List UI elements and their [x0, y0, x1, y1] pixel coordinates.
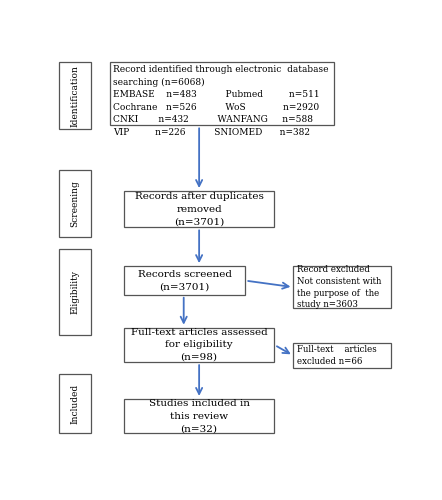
Bar: [110, 62, 335, 126]
Bar: [59, 248, 91, 336]
Bar: [59, 170, 91, 237]
Bar: [59, 374, 91, 434]
Text: Identification: Identification: [70, 64, 80, 126]
Bar: [293, 266, 391, 308]
Text: Eligibility: Eligibility: [70, 270, 80, 314]
Text: Studies included in
this review
(n=32): Studies included in this review (n=32): [149, 399, 250, 433]
Bar: [124, 191, 274, 228]
Text: Record excluded
Not consistent with
the purpose of  the
study n=3603: Record excluded Not consistent with the …: [297, 265, 382, 310]
Bar: [124, 266, 245, 295]
Text: Record identified through electronic  database
searching (n=6068)
EMBASE    n=48: Record identified through electronic dat…: [114, 65, 329, 136]
Text: Records after duplicates
removed
(n=3701): Records after duplicates removed (n=3701…: [135, 192, 263, 226]
Text: Full-text articles assessed
for eligibility
(n=98): Full-text articles assessed for eligibil…: [131, 328, 267, 362]
Text: Full-text    articles
excluded n=66: Full-text articles excluded n=66: [297, 345, 377, 366]
Bar: [293, 343, 391, 368]
Text: Included: Included: [70, 384, 80, 424]
Text: Records screened
(n=3701): Records screened (n=3701): [137, 270, 232, 291]
Bar: [59, 62, 91, 130]
Text: Screening: Screening: [70, 180, 80, 227]
Bar: [124, 399, 274, 434]
Bar: [124, 328, 274, 362]
